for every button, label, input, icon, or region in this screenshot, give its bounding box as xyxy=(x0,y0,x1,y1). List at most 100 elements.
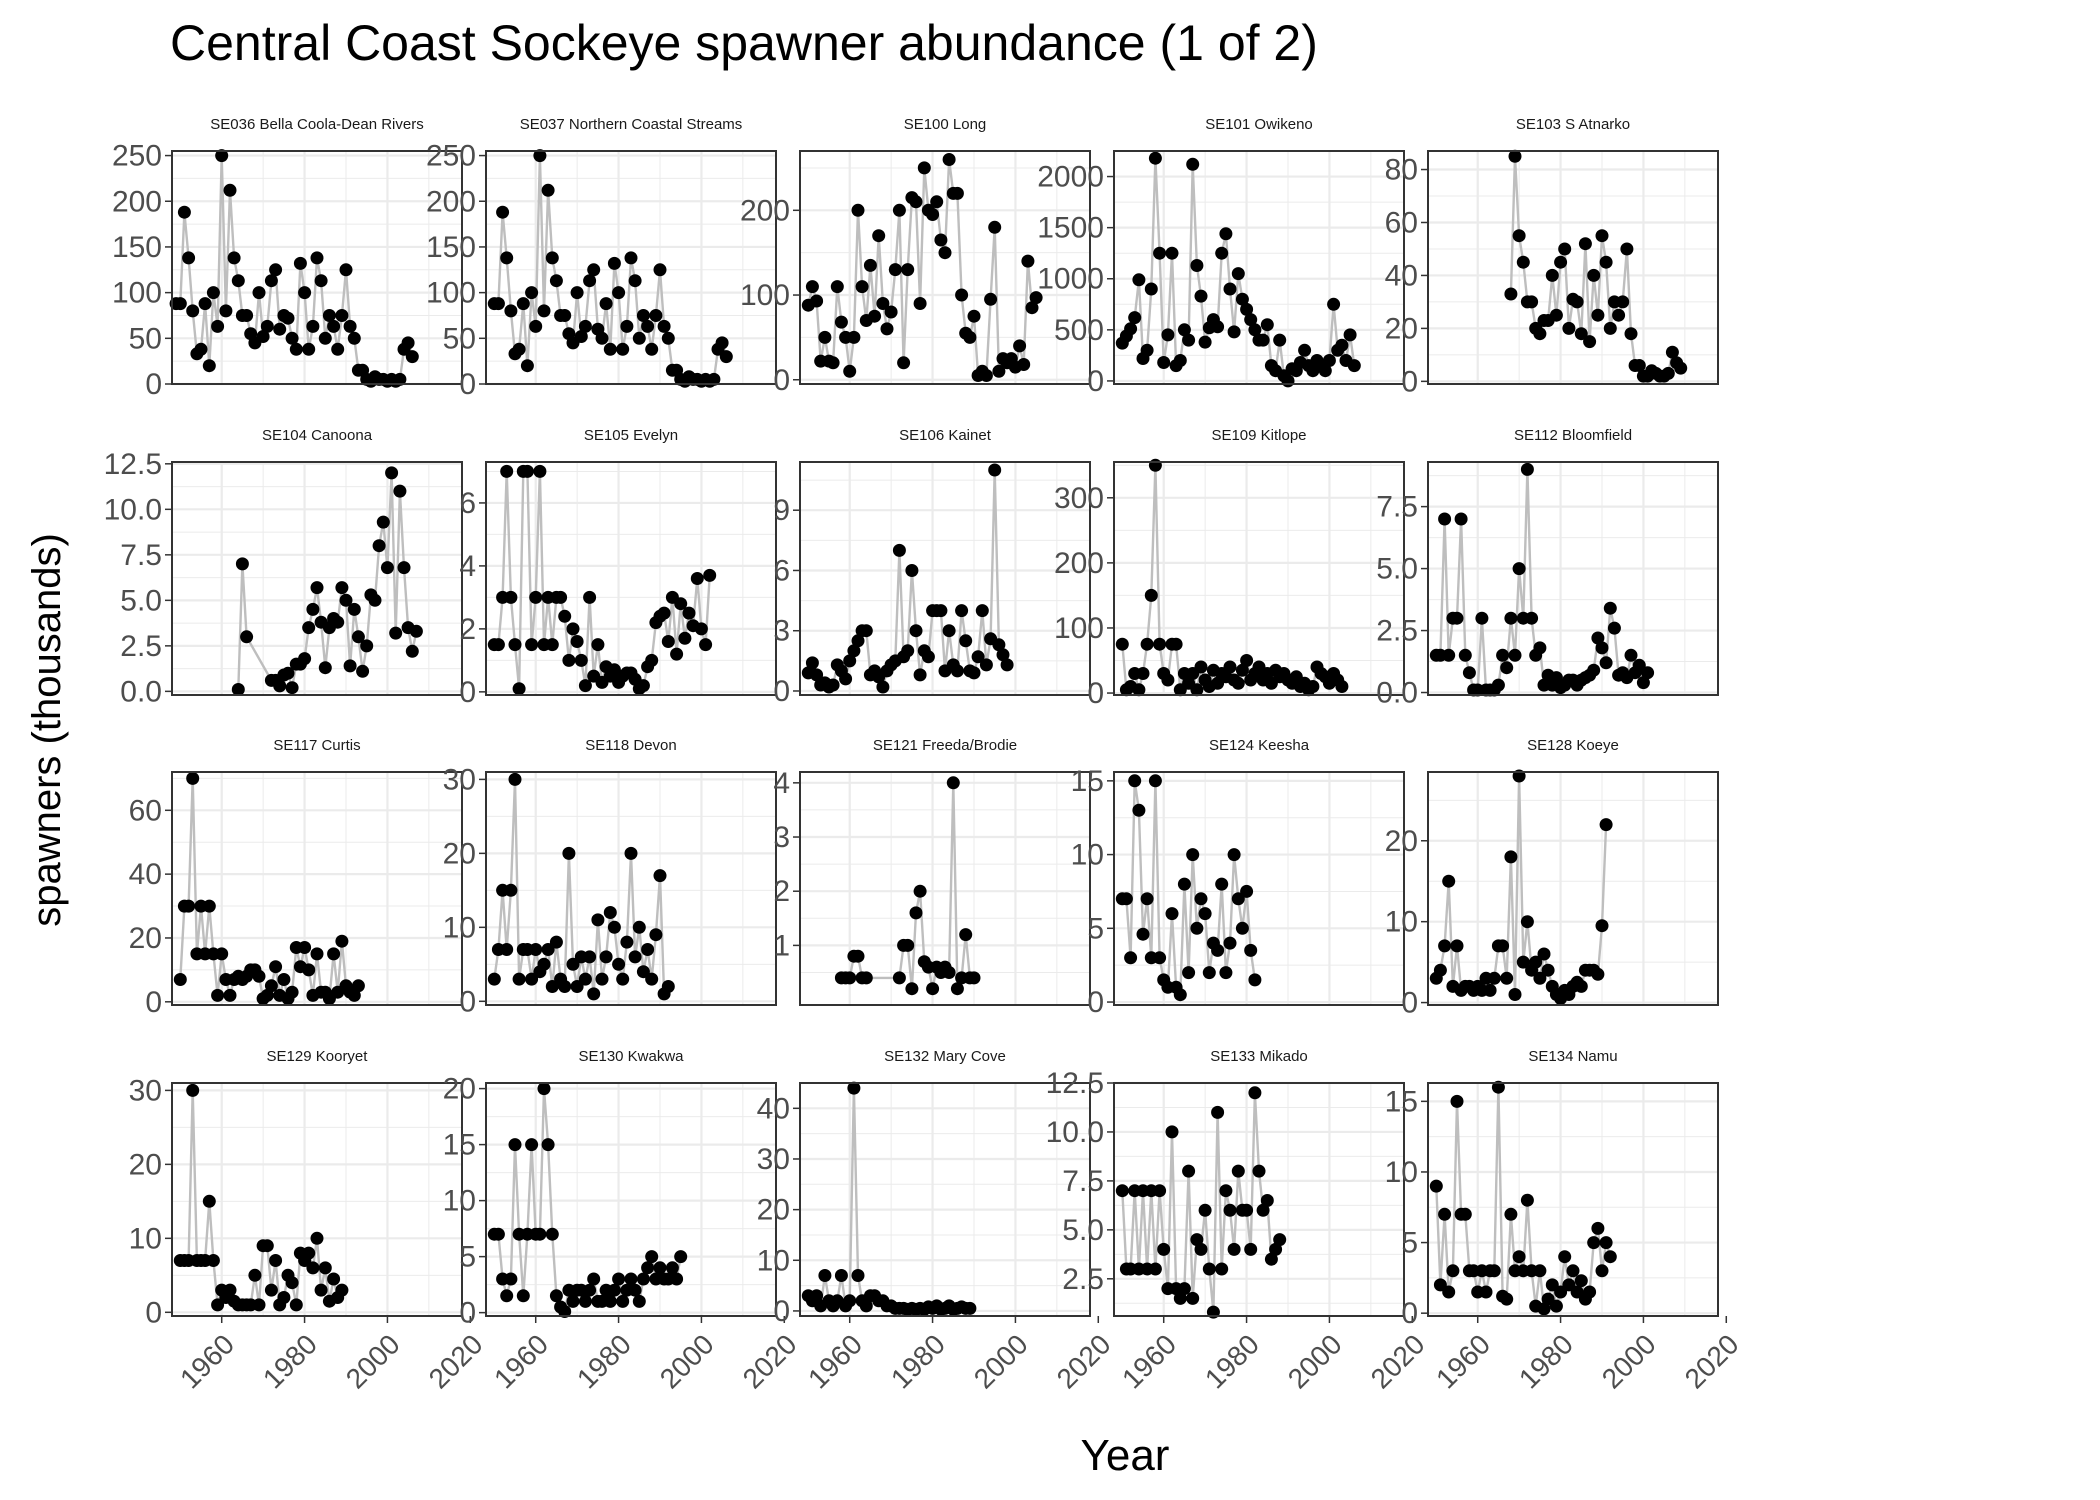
data-point xyxy=(277,1291,291,1304)
facet-panel: 0 100 200 SE100 Long xyxy=(740,116,1091,397)
panel-title: SE103 S Atnarko xyxy=(1516,116,1630,133)
data-point xyxy=(1504,850,1518,864)
data-point xyxy=(1450,611,1464,625)
data-point xyxy=(1231,892,1245,906)
data-point xyxy=(566,622,580,636)
y-tick-label: 50 xyxy=(443,322,476,355)
data-point xyxy=(1215,246,1229,260)
y-tick-label: 200 xyxy=(1054,547,1104,580)
data-point xyxy=(500,1289,514,1303)
data-point xyxy=(223,988,237,1002)
data-point xyxy=(331,342,345,356)
data-point xyxy=(1525,295,1539,309)
data-point xyxy=(628,274,642,288)
data-point xyxy=(1227,848,1241,862)
data-point xyxy=(182,251,196,265)
data-point xyxy=(1260,318,1274,332)
facet-panel: 0 50 100 150 200 250 SE037 Northern Coastal St… xyxy=(426,116,777,401)
data-point xyxy=(979,369,993,382)
data-point xyxy=(1182,966,1196,980)
data-point xyxy=(1566,1264,1580,1278)
y-tick-label: 0 xyxy=(145,986,162,1019)
data-point xyxy=(401,336,415,350)
panel-border xyxy=(1427,150,1719,385)
data-point xyxy=(264,979,278,993)
data-point xyxy=(529,943,543,956)
data-point xyxy=(1231,267,1245,281)
data-point xyxy=(818,1269,832,1282)
data-point xyxy=(1512,1250,1526,1264)
data-point xyxy=(1595,1264,1609,1278)
data-point xyxy=(558,309,572,322)
data-point xyxy=(281,666,295,680)
data-point xyxy=(859,624,873,638)
data-point xyxy=(269,960,283,974)
data-point xyxy=(360,639,374,653)
data-point xyxy=(343,659,357,673)
data-point xyxy=(496,205,510,219)
y-tick-label: 0 xyxy=(1087,677,1104,710)
data-point xyxy=(541,183,555,197)
data-point xyxy=(1194,892,1208,906)
data-point xyxy=(1244,943,1258,957)
y-tick-label: 200 xyxy=(112,185,162,218)
data-point xyxy=(240,630,254,644)
panel-border xyxy=(1113,771,1405,1006)
data-point xyxy=(1211,320,1225,334)
panel-border xyxy=(171,461,463,696)
data-point xyxy=(1190,683,1204,697)
data-point xyxy=(574,653,588,667)
data-point xyxy=(1165,907,1179,921)
data-point xyxy=(508,1138,522,1152)
data-point xyxy=(339,593,353,607)
data-point xyxy=(1161,328,1175,342)
facet-panel: 0 20 40 60 SE117 Curtis xyxy=(129,737,463,1019)
data-point xyxy=(327,1272,341,1286)
panel-border xyxy=(171,150,463,385)
data-point xyxy=(1591,631,1605,645)
data-point xyxy=(1256,1203,1270,1217)
data-point xyxy=(545,980,559,993)
data-point xyxy=(177,205,191,219)
panel-background xyxy=(1428,151,1718,384)
data-point xyxy=(963,1301,977,1315)
data-point xyxy=(1215,1262,1229,1276)
panel-background xyxy=(172,462,462,695)
data-point xyxy=(1595,229,1609,243)
data-point xyxy=(1231,1164,1245,1178)
data-point xyxy=(1587,1236,1601,1250)
facet-panel: 0 5 10 15 SE124 Keesha xyxy=(1071,737,1405,1019)
data-point xyxy=(921,650,935,664)
panel-title: SE129 Kooryet xyxy=(267,1048,369,1065)
data-point xyxy=(356,664,370,678)
data-point xyxy=(851,203,865,217)
data-point xyxy=(1442,1285,1456,1299)
data-point xyxy=(719,350,733,364)
y-tick-label: 20 xyxy=(757,1194,790,1227)
data-point xyxy=(959,928,973,942)
data-point xyxy=(1641,666,1655,680)
y-tick-label: 0 xyxy=(459,1297,476,1330)
data-point xyxy=(1248,323,1262,337)
data-point xyxy=(1599,1236,1613,1250)
data-point xyxy=(211,319,225,333)
y-tick-label: 100 xyxy=(1054,612,1104,645)
data-point xyxy=(570,980,584,993)
data-point xyxy=(876,297,890,310)
data-point xyxy=(1198,335,1212,349)
data-point xyxy=(186,771,200,785)
data-point xyxy=(888,263,902,277)
panel-border xyxy=(799,771,1091,1006)
data-point xyxy=(1140,637,1154,651)
data-point xyxy=(231,274,245,288)
data-point xyxy=(1496,648,1510,662)
data-point xyxy=(318,331,332,345)
data-point xyxy=(1335,338,1349,352)
data-point xyxy=(1165,1125,1179,1139)
data-point xyxy=(1124,951,1138,965)
y-tick-label: 4 xyxy=(459,550,476,583)
data-point xyxy=(1433,963,1447,977)
data-point xyxy=(843,971,857,985)
